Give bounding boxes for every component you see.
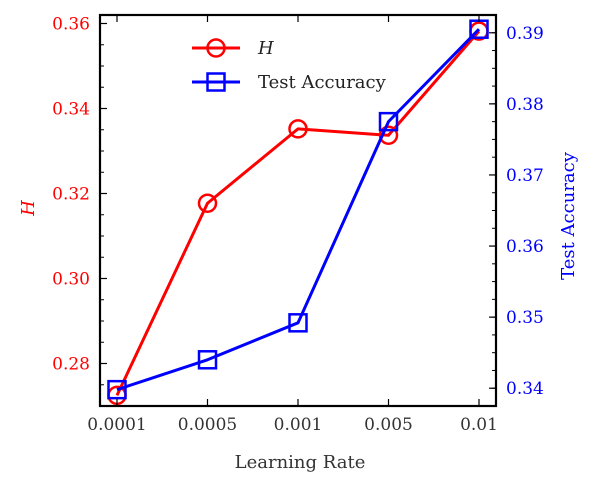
- right-y-tick-label: 0.37: [506, 166, 544, 186]
- left-axis-title: H: [18, 200, 39, 217]
- right-y-tick-label: 0.34: [506, 379, 544, 399]
- data-point-h: [378, 125, 399, 146]
- legend-accuracy-label: Test Accuracy: [258, 72, 387, 93]
- right-y-tick-label: 0.38: [506, 95, 544, 115]
- x-tick-label: 0.01: [460, 415, 498, 435]
- data-point-test-accuracy: [107, 379, 127, 400]
- legend-h-label: H: [257, 38, 274, 59]
- x-tick-label: 0.001: [274, 415, 323, 435]
- ticks-layer: 0.0001 0.0005 0.001 0.005 0.01 0.28 0.30 0.32 0.…: [52, 14, 544, 435]
- left-y-tick-label: 0.36: [52, 15, 90, 35]
- x-tick-label: 0.005: [364, 415, 413, 435]
- left-y-tick-label: 0.28: [52, 355, 90, 375]
- left-y-tick-label: 0.32: [52, 185, 90, 205]
- series-line-h: [115, 30, 481, 397]
- x-tick-label: 0.0001: [87, 415, 146, 435]
- right-y-tick-label: 0.36: [506, 237, 544, 257]
- left-y-tick-label: 0.30: [52, 270, 90, 290]
- right-axis-title: Test Accuracy: [558, 151, 579, 280]
- data-point-h: [288, 119, 308, 139]
- x-tick-label: 0.0005: [178, 415, 237, 435]
- x-axis-title: Learning Rate: [235, 452, 366, 473]
- right-y-tick-label: 0.39: [506, 24, 544, 44]
- left-y-tick-label: 0.34: [52, 100, 90, 120]
- legend-h-marker: [206, 38, 226, 58]
- legend-accuracy-marker: [206, 72, 226, 92]
- data-point-test-accuracy: [197, 350, 218, 370]
- series-line-test-accuracy: [116, 28, 481, 392]
- data-point-test-accuracy: [288, 313, 308, 333]
- right-y-tick-label: 0.35: [506, 308, 544, 328]
- data-point-test-accuracy: [378, 111, 399, 132]
- legend: H Test Accuracy: [192, 38, 387, 93]
- data-point-h: [197, 193, 218, 214]
